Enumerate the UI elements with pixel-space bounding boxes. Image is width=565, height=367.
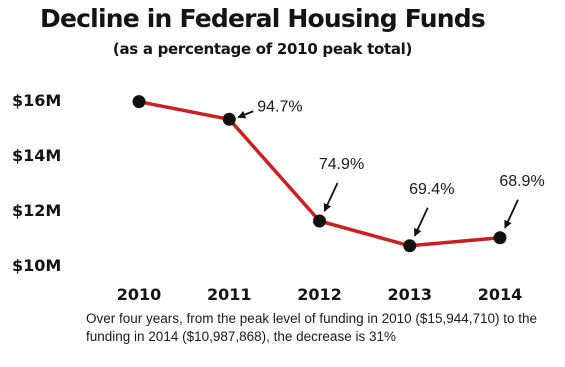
y-tick-label: $14M [12, 146, 61, 165]
chart-title: Decline in Federal Housing Funds [40, 4, 486, 33]
x-tick-label: 2011 [207, 285, 252, 304]
data-point [313, 214, 326, 228]
y-tick-label: $10M [12, 256, 61, 275]
data-point [132, 95, 146, 109]
chart-subtitle: (as a percentage of 2010 peak total) [112, 40, 413, 58]
line-chart: $16M $14M $12M $10M 2010 2011 2012 2013 2014 94… [12, 91, 545, 304]
annotation-arrow [504, 199, 519, 229]
y-axis-ticks: $16M $14M $12M $10M [12, 91, 61, 275]
y-tick-label: $16M [12, 91, 61, 110]
annotation-arrow [237, 110, 254, 119]
data-label: 68.9% [499, 173, 544, 190]
data-point [493, 231, 507, 245]
chart-caption: Over four years, from the peak level of … [86, 311, 538, 344]
data-point [222, 112, 236, 126]
data-point [403, 239, 417, 253]
data-points [132, 95, 507, 253]
y-tick-label: $12M [12, 201, 61, 220]
x-axis-ticks: 2010 2011 2012 2013 2014 [117, 285, 523, 304]
data-label-annotations: 94.7% 74.9% 69.4% 68.9% [237, 98, 545, 237]
x-tick-label: 2013 [387, 285, 432, 304]
x-tick-label: 2010 [117, 285, 162, 304]
x-tick-label: 2012 [297, 285, 342, 304]
annotation-arrow [413, 207, 429, 237]
data-label: 74.9% [319, 156, 364, 173]
data-label: 94.7% [257, 98, 302, 115]
data-label: 69.4% [409, 181, 454, 198]
x-tick-label: 2014 [478, 285, 523, 304]
annotation-arrow [323, 182, 339, 212]
